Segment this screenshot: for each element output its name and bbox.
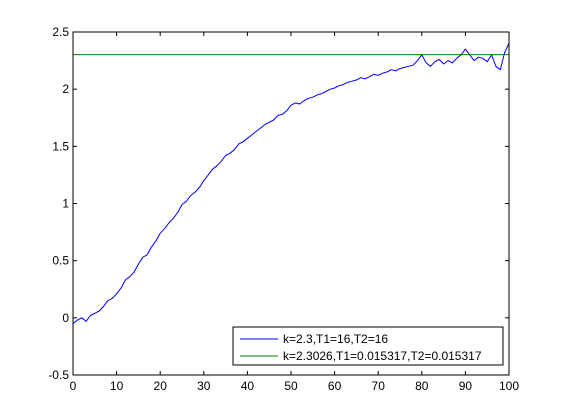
legend-box — [232, 326, 504, 366]
legend-label-series-2: k=2.3026,T1=0.015317,T2=0.015317 — [283, 349, 482, 363]
series-layer — [72, 43, 510, 324]
x-tick-label: 90 — [459, 379, 473, 393]
x-tick-label: 10 — [110, 379, 124, 393]
y-tick-label: 2.5 — [52, 25, 69, 39]
y-tick-label: -0.5 — [48, 368, 69, 382]
x-tick-label: 60 — [328, 379, 342, 393]
y-axis-ticks: -0.5 0 0.5 1 1.5 2 2.5 — [48, 25, 509, 382]
x-tick-label: 80 — [415, 379, 429, 393]
legend: k=2.3,T1=16,T2=16 k=2.3026,T1=0.015317,T… — [232, 326, 504, 366]
x-tick-label: 50 — [284, 379, 298, 393]
x-tick-label: 20 — [154, 379, 168, 393]
series-line-1 — [72, 43, 510, 324]
legend-label-series-1: k=2.3,T1=16,T2=16 — [283, 332, 388, 346]
y-tick-label: 0.5 — [52, 254, 69, 268]
y-tick-label: 0 — [62, 311, 69, 325]
x-tick-label: 70 — [372, 379, 386, 393]
plot-area — [73, 32, 509, 375]
y-tick-label: 1.5 — [52, 139, 69, 153]
y-tick-label: 1 — [62, 197, 69, 211]
y-tick-label: 2 — [62, 82, 69, 96]
x-tick-label: 100 — [499, 379, 519, 393]
x-tick-label: 0 — [70, 379, 77, 393]
x-axis-ticks: 0 10 20 30 40 50 60 70 80 90 100 — [70, 32, 519, 393]
x-tick-label: 40 — [241, 379, 255, 393]
x-tick-label: 30 — [197, 379, 211, 393]
